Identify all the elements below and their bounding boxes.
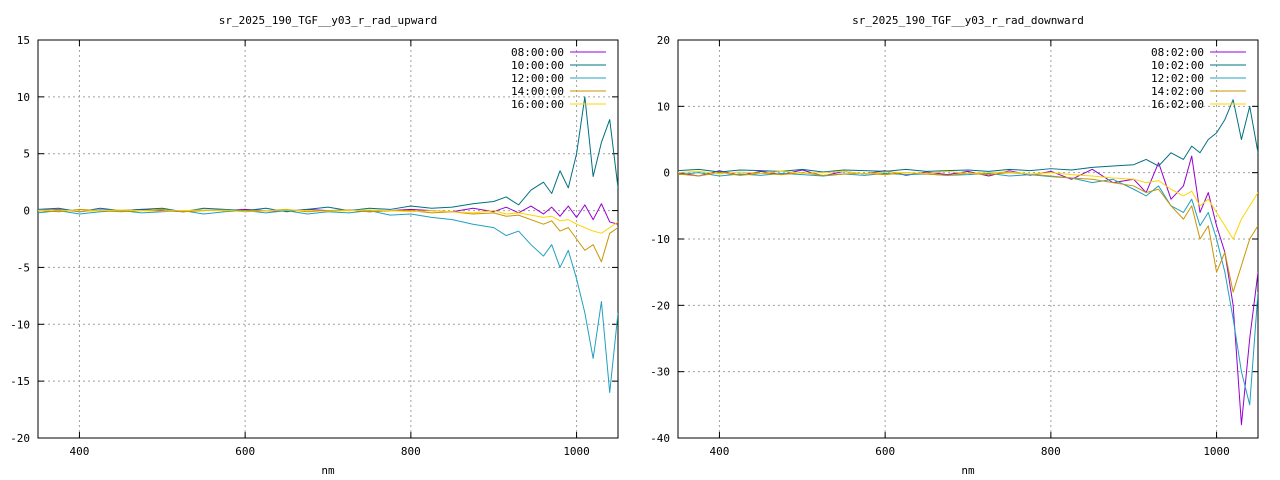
y-tick-label: 10 xyxy=(657,100,670,113)
x-tick-label: 600 xyxy=(875,445,895,458)
x-tick-label: 400 xyxy=(709,445,729,458)
legend-label: 14:02:00 xyxy=(1151,85,1204,98)
y-tick-label: -40 xyxy=(650,432,670,445)
y-tick-label: -10 xyxy=(650,233,670,246)
legend-label: 14:00:00 xyxy=(511,85,564,98)
legend-label: 12:02:00 xyxy=(1151,72,1204,85)
series-line-120200 xyxy=(678,172,1258,406)
y-tick-label: -10 xyxy=(10,318,30,331)
x-tick-label: 800 xyxy=(1041,445,1061,458)
legend-label: 12:00:00 xyxy=(511,72,564,85)
chart-title: sr_2025_190_TGF__y03_r_rad_downward xyxy=(852,14,1084,27)
chart-panel-1: sr_2025_190_TGF__y03_r_rad_upward 400 600 8… xyxy=(10,14,619,477)
plot-frame xyxy=(37,39,619,439)
series-line-100000 xyxy=(38,96,618,213)
y-tick-label: 15 xyxy=(17,34,30,47)
legend-label: 08:02:00 xyxy=(1151,46,1204,59)
series-line-140200 xyxy=(678,172,1258,293)
legend-label: 10:00:00 xyxy=(511,59,564,72)
y-tick-label: -20 xyxy=(10,432,30,445)
y-tick-label: 0 xyxy=(663,167,670,180)
chart-title: sr_2025_190_TGF__y03_r_rad_upward xyxy=(219,14,438,27)
x-tick-label: 800 xyxy=(401,445,421,458)
chart-panel-2: sr_2025_190_TGF__y03_r_rad_downward 400 60… xyxy=(650,14,1259,477)
series-line-160200 xyxy=(678,170,1258,240)
legend-label: 08:00:00 xyxy=(511,46,564,59)
series-line-080200 xyxy=(678,155,1258,426)
y-tick-label: -20 xyxy=(650,299,670,312)
y-tick-label: -15 xyxy=(10,375,30,388)
y-tick-label: 20 xyxy=(657,34,670,47)
x-tick-label: 1000 xyxy=(1203,445,1230,458)
legend-label: 10:02:00 xyxy=(1151,59,1204,72)
series-line-080000 xyxy=(38,203,618,225)
legend-label: 16:02:00 xyxy=(1151,98,1204,111)
x-axis-label: nm xyxy=(961,464,975,477)
y-tick-label: 5 xyxy=(23,148,30,161)
y-tick-label: -30 xyxy=(650,366,670,379)
y-tick-label: 0 xyxy=(23,205,30,218)
x-tick-label: 1000 xyxy=(563,445,590,458)
x-tick-label: 600 xyxy=(235,445,255,458)
x-tick-label: 400 xyxy=(69,445,89,458)
series-group xyxy=(678,99,1258,426)
series-line-160000 xyxy=(38,209,618,234)
y-tick-label: -5 xyxy=(17,261,30,274)
series-line-120000 xyxy=(38,210,618,394)
legend-label: 16:00:00 xyxy=(511,98,564,111)
x-axis-label: nm xyxy=(321,464,335,477)
series-group xyxy=(38,96,618,394)
plot-frame xyxy=(677,39,1259,439)
y-tick-label: 10 xyxy=(17,91,30,104)
series-line-140000 xyxy=(38,208,618,263)
series-line-100200 xyxy=(678,99,1258,173)
